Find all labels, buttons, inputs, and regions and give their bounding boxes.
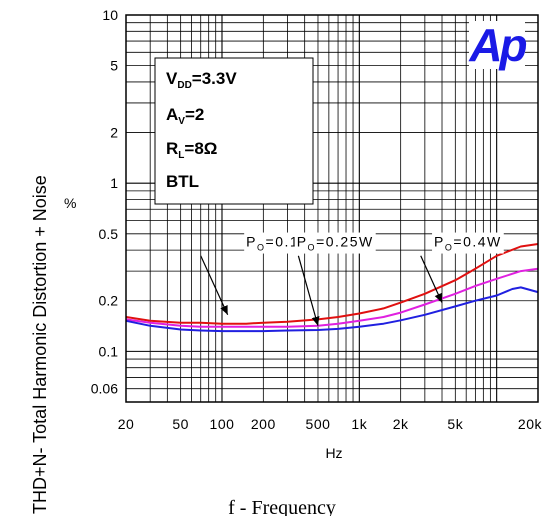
condition-line: VDD=3.3V (166, 69, 237, 91)
footer-caption: f - Frequency (228, 497, 336, 516)
y-tick-label: 0.1 (99, 343, 119, 359)
y-tick-label: 0.5 (99, 226, 119, 242)
series-line-1 (125, 243, 539, 325)
condition-line: RL=8Ω (166, 139, 217, 161)
power-arrow (297, 255, 320, 326)
y-tick-label: 5 (110, 58, 118, 74)
y-axis-unit: % (64, 195, 76, 211)
x-tick-label: 5k (447, 416, 463, 432)
x-tick-label: 50 (172, 416, 189, 432)
y-tick-label: 1 (110, 175, 118, 191)
x-tick-label: 100 (210, 416, 235, 432)
x-tick-label: 200 (251, 416, 276, 432)
power-label-backdrop (294, 232, 376, 254)
y-tick-label: 0.06 (91, 381, 118, 397)
series-line-2 (125, 267, 539, 328)
x-tick-labels: 20 50 100 200 500 1k 2k 5k 20k (118, 416, 543, 432)
condition-line: AV=2 (166, 105, 204, 127)
power-arrow (420, 255, 443, 303)
power-arrow (200, 255, 229, 316)
y-axis-title: THD+N- Total Harmonic Distortion + Noise (30, 175, 50, 514)
series-line-3 (125, 286, 539, 333)
x-tick-label: 20k (518, 416, 543, 432)
x-tick-label: 2k (393, 416, 409, 432)
power-label-backdrop (432, 232, 504, 254)
power-label: PO=0.25W (297, 234, 374, 253)
y-tick-label: 2 (110, 125, 118, 141)
y-tick-labels: 10 5 2 1 0.5 0.2 0.1 0.06 (91, 7, 118, 397)
x-tick-label: 1k (351, 416, 367, 432)
x-axis-title: Hz (325, 445, 342, 461)
ap-logo: Ap (468, 19, 529, 71)
x-tick-label: 500 (306, 416, 331, 432)
x-tick-label: 20 (118, 416, 135, 432)
plot-frame (125, 14, 539, 403)
power-label: PO=0.4W (434, 234, 502, 253)
y-tick-label: 0.2 (99, 293, 119, 309)
conditions-box (154, 57, 314, 205)
y-tick-label: 10 (102, 7, 118, 23)
condition-line: BTL (166, 172, 199, 191)
conditions-text: VDD=3.3V AV=2 RL=8Ω BTL (166, 69, 237, 191)
ap-logo-text: Ap (468, 19, 526, 71)
series-layer (125, 243, 539, 333)
